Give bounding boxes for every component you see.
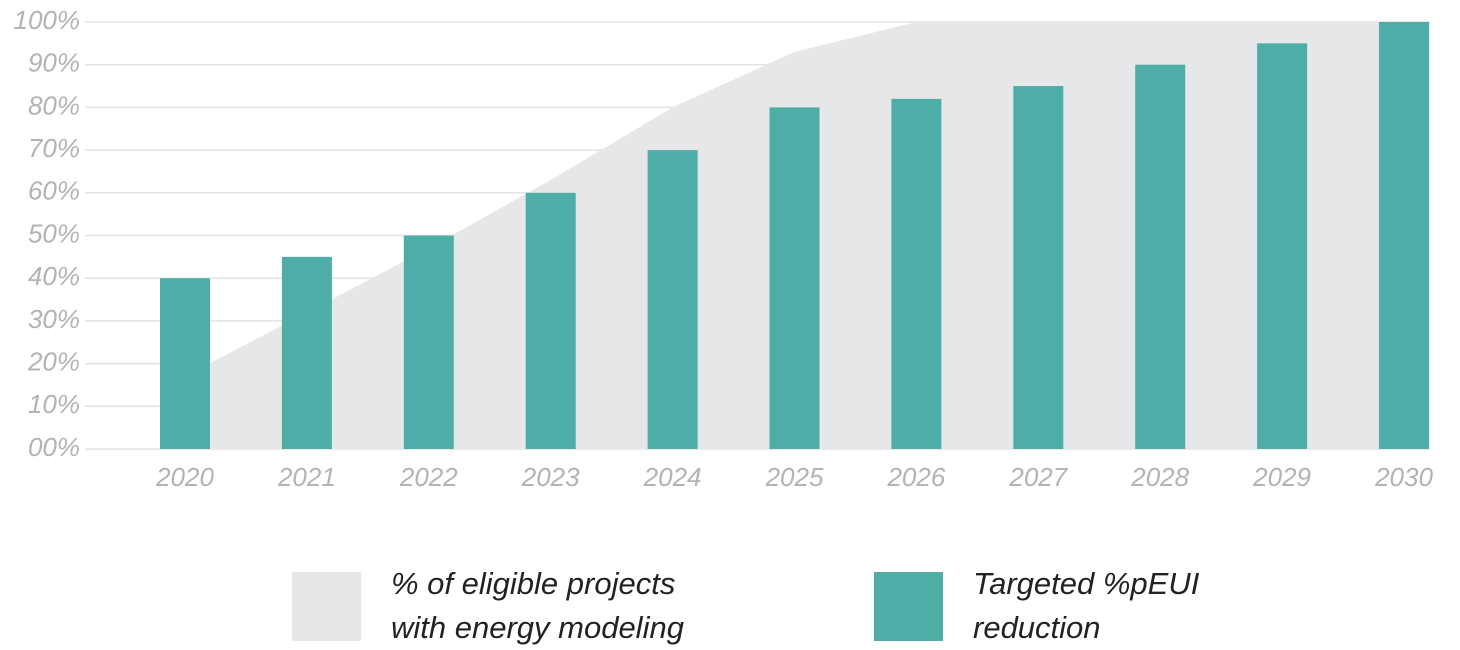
- x-tick-label: 2027: [1008, 462, 1068, 492]
- legend-swatch: [874, 572, 943, 641]
- y-tick-label: 60%: [28, 176, 80, 206]
- y-tick-label: 70%: [28, 133, 80, 163]
- x-tick-label: 2024: [643, 462, 702, 492]
- y-tick-label: 10%: [28, 389, 80, 419]
- x-tick-label: 2030: [1374, 462, 1433, 492]
- bar: [525, 192, 576, 450]
- x-tick-label: 2021: [277, 462, 336, 492]
- bar: [403, 235, 454, 449]
- chart: 00% 10% 20% 30% 40% 50% 60% 70% 80% 90% 100% 2020 20…: [14, 5, 1434, 492]
- bar: [891, 98, 942, 450]
- bar: [1013, 86, 1064, 450]
- bar: [281, 256, 332, 449]
- bar: [1257, 43, 1308, 449]
- bar: [647, 150, 698, 449]
- y-tick-label: 100%: [14, 5, 81, 35]
- y-tick-label: 00%: [28, 432, 80, 462]
- x-tick-label: 2028: [1130, 462, 1189, 492]
- bar: [1135, 64, 1186, 449]
- y-tick-label: 90%: [28, 48, 80, 78]
- y-tick-label: 20%: [27, 346, 80, 376]
- bar: [160, 278, 210, 449]
- legend-label: Targeted %pEUI reduction: [973, 566, 1200, 645]
- bar: [1379, 22, 1429, 449]
- legend-swatch: [292, 572, 361, 641]
- y-tick-label: 30%: [28, 304, 80, 334]
- x-tick-label: 2022: [399, 462, 458, 492]
- x-tick-label: 2026: [886, 462, 945, 492]
- bar: [769, 107, 820, 450]
- legend-label: % of eligible projects with energy model…: [391, 566, 684, 645]
- x-tick-label: 2029: [1252, 462, 1311, 492]
- x-tick-label: 2025: [765, 462, 824, 492]
- x-tick-label: 2020: [155, 462, 214, 492]
- y-tick-label: 80%: [28, 90, 80, 120]
- y-tick-label: 50%: [28, 218, 80, 248]
- x-tick-label: 2023: [521, 462, 580, 492]
- y-tick-label: 40%: [28, 261, 80, 291]
